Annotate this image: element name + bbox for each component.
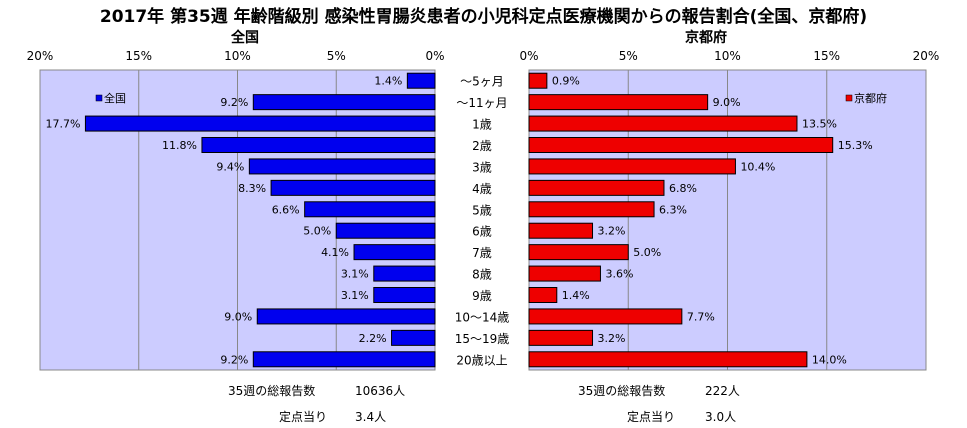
kyoto-bar — [528, 287, 558, 303]
kyoto-bar — [528, 201, 655, 218]
kyoto-data-label: 13.5% — [802, 118, 837, 131]
national-data-label: 17.7% — [45, 118, 80, 131]
national-tick-label: 15% — [125, 49, 152, 63]
kyoto-data-label: 10.4% — [740, 160, 775, 173]
national-data-label: 6.6% — [272, 203, 300, 216]
national-data-label: 5.0% — [303, 225, 331, 238]
category-label: 2歳 — [472, 139, 492, 153]
national-bar — [335, 222, 436, 239]
kyoto-bar — [528, 351, 808, 368]
kyoto-data-label: 15.3% — [838, 139, 873, 152]
category-label: 15～19歳 — [455, 332, 510, 346]
kyoto-total-value: 222人 — [705, 384, 740, 398]
category-label: 7歳 — [472, 246, 492, 260]
kyoto-data-label: 5.0% — [633, 246, 661, 259]
national-bar — [406, 72, 436, 89]
kyoto-tick-label: 0% — [519, 49, 538, 63]
national-per-value: 3.4人 — [355, 410, 387, 424]
kyoto-bar — [528, 179, 665, 196]
national-legend-swatch — [95, 94, 103, 102]
kyoto-total-label: 35週の総報告数 — [578, 384, 666, 398]
national-bar — [252, 351, 436, 368]
kyoto-tick-label: 10% — [714, 49, 741, 63]
kyoto-data-label: 14.0% — [812, 353, 847, 366]
category-label: 10～14歳 — [455, 310, 510, 324]
national-tick-label: 5% — [327, 49, 346, 63]
national-total-value: 10636人 — [355, 384, 406, 398]
national-bar — [252, 94, 436, 111]
national-data-label: 3.1% — [341, 268, 369, 281]
national-bar — [304, 201, 436, 218]
national-data-label: 4.1% — [321, 246, 349, 259]
kyoto-data-label: 9.0% — [713, 96, 741, 109]
kyoto-data-label: 3.2% — [598, 332, 626, 345]
category-label: 6歳 — [472, 225, 492, 239]
kyoto-panel-title: 京都府 — [685, 29, 727, 46]
kyoto-data-label: 3.6% — [605, 268, 633, 281]
national-panel-title: 全国 — [230, 29, 259, 46]
chart-title: 2017年 第35週 年齢階級別 感染性胃腸炎患者の小児科定点医療機関からの報告… — [99, 7, 868, 27]
kyoto-legend-label: 京都府 — [854, 91, 887, 105]
kyoto-bar — [528, 244, 629, 261]
kyoto-data-label: 0.9% — [552, 75, 580, 88]
category-label: 8歳 — [472, 268, 492, 282]
category-label: 3歳 — [472, 160, 492, 174]
category-label: 4歳 — [472, 182, 492, 196]
kyoto-data-label: 6.3% — [659, 203, 687, 216]
national-data-label: 9.2% — [220, 96, 248, 109]
national-bar — [256, 308, 436, 325]
kyoto-data-label: 1.4% — [562, 289, 590, 302]
kyoto-data-label: 3.2% — [598, 225, 626, 238]
national-data-label: 9.0% — [224, 310, 252, 323]
national-bar — [391, 329, 436, 346]
category-label: 5歳 — [472, 203, 492, 217]
national-data-label: 1.4% — [374, 75, 402, 88]
kyoto-bar — [528, 94, 709, 111]
national-bar — [201, 137, 436, 153]
national-total-label: 35週の総報告数 — [228, 384, 316, 398]
national-per-label: 定点当り — [279, 410, 328, 424]
category-label: ～5ヶ月 — [460, 75, 504, 89]
national-data-label: 3.1% — [341, 289, 369, 302]
kyoto-tick-label: 20% — [913, 49, 940, 63]
kyoto-bar — [528, 308, 683, 325]
national-data-label: 9.2% — [220, 353, 248, 366]
national-bar — [270, 179, 436, 196]
kyoto-bar — [528, 158, 736, 175]
category-label: 20歳以上 — [456, 353, 507, 367]
national-data-label: 2.2% — [359, 332, 387, 345]
national-tick-label: 20% — [27, 49, 54, 63]
kyoto-data-label: 6.8% — [669, 182, 697, 195]
kyoto-bar — [528, 137, 834, 153]
kyoto-bar — [528, 329, 594, 346]
category-label: ～11ヶ月 — [456, 96, 507, 110]
kyoto-per-label: 定点当り — [627, 410, 676, 424]
kyoto-per-value: 3.0人 — [705, 410, 737, 424]
national-bar — [373, 265, 436, 282]
category-label: 9歳 — [472, 289, 492, 303]
national-bar — [84, 115, 436, 132]
national-data-label: 9.4% — [216, 160, 244, 173]
national-legend-label: 全国 — [104, 91, 126, 105]
national-data-label: 11.8% — [162, 139, 197, 152]
kyoto-bar — [528, 265, 601, 282]
national-bar — [373, 287, 436, 303]
category-label: 1歳 — [472, 118, 492, 132]
kyoto-tick-label: 15% — [813, 49, 840, 63]
national-bar — [248, 158, 436, 175]
kyoto-data-label: 7.7% — [687, 310, 715, 323]
national-tick-label: 0% — [425, 49, 444, 63]
kyoto-tick-label: 5% — [619, 49, 638, 63]
national-tick-label: 10% — [224, 49, 251, 63]
national-bar — [353, 244, 436, 261]
kyoto-legend-swatch — [845, 94, 853, 102]
kyoto-bar — [528, 72, 548, 89]
kyoto-bar — [528, 222, 594, 239]
national-data-label: 8.3% — [238, 182, 266, 195]
kyoto-bar — [528, 115, 798, 132]
